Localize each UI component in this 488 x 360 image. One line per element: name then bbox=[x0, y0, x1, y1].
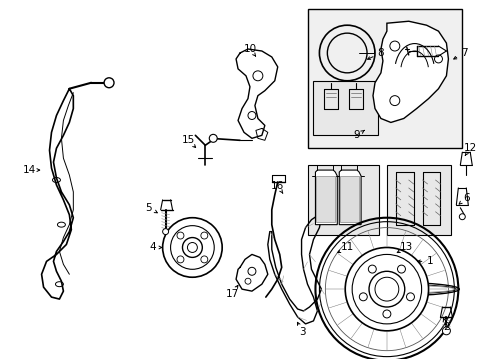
Circle shape bbox=[177, 232, 183, 239]
Circle shape bbox=[368, 271, 404, 307]
Circle shape bbox=[177, 256, 183, 263]
Circle shape bbox=[182, 238, 202, 257]
Bar bbox=[307, 165, 378, 235]
Text: 6: 6 bbox=[462, 193, 468, 203]
Circle shape bbox=[442, 327, 449, 335]
Bar bbox=[313, 81, 377, 135]
Circle shape bbox=[163, 229, 168, 235]
Circle shape bbox=[367, 265, 375, 273]
Circle shape bbox=[201, 256, 207, 263]
Text: 10: 10 bbox=[243, 44, 256, 54]
Text: 3: 3 bbox=[299, 327, 305, 337]
Text: 1: 1 bbox=[427, 256, 433, 266]
Circle shape bbox=[397, 265, 405, 273]
Circle shape bbox=[345, 247, 427, 331]
Text: 8: 8 bbox=[377, 48, 384, 58]
Text: 13: 13 bbox=[399, 243, 412, 252]
Bar bbox=[340, 176, 358, 222]
Circle shape bbox=[359, 293, 366, 301]
Bar bbox=[386, 165, 450, 235]
Text: 2: 2 bbox=[442, 322, 449, 332]
Polygon shape bbox=[315, 170, 337, 225]
Bar bbox=[307, 9, 461, 148]
Text: 5: 5 bbox=[145, 203, 152, 213]
Text: 11: 11 bbox=[340, 243, 353, 252]
Text: 17: 17 bbox=[225, 289, 238, 299]
Circle shape bbox=[406, 293, 414, 301]
Circle shape bbox=[163, 218, 222, 277]
Polygon shape bbox=[372, 21, 447, 122]
Circle shape bbox=[458, 214, 464, 220]
Bar bbox=[316, 176, 335, 222]
Text: 16: 16 bbox=[270, 181, 284, 191]
Text: 14: 14 bbox=[23, 165, 36, 175]
Text: 15: 15 bbox=[182, 135, 195, 145]
Polygon shape bbox=[339, 170, 360, 225]
Circle shape bbox=[382, 310, 390, 318]
Text: 4: 4 bbox=[149, 243, 156, 252]
Circle shape bbox=[104, 78, 114, 88]
Text: 7: 7 bbox=[460, 48, 467, 58]
Circle shape bbox=[201, 232, 207, 239]
Text: 12: 12 bbox=[463, 143, 476, 153]
Circle shape bbox=[209, 134, 217, 142]
Text: 9: 9 bbox=[353, 130, 360, 140]
